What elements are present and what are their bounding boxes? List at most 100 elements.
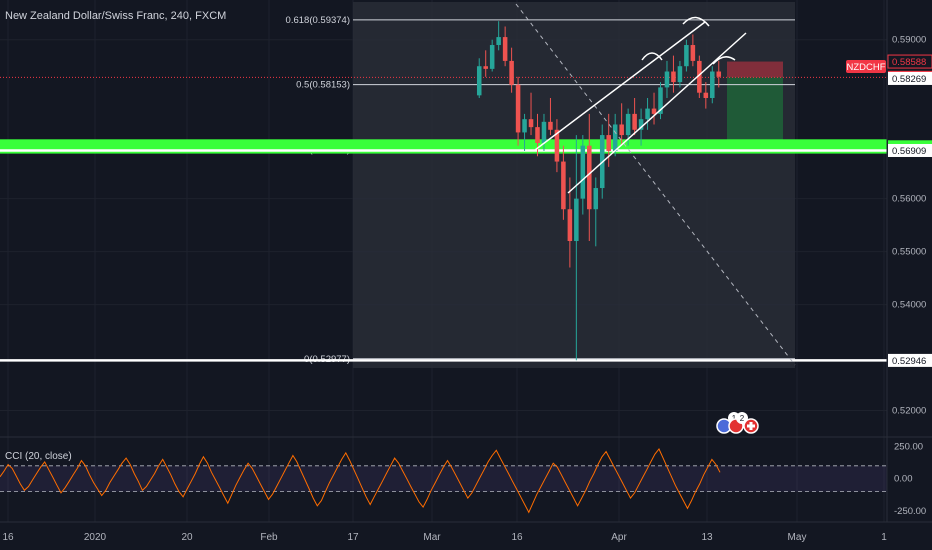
price-label-box	[888, 353, 932, 367]
fib-label: 0.5(0.58153)	[296, 80, 350, 91]
candle	[580, 135, 586, 215]
candle-body	[651, 108, 657, 114]
candle	[677, 60, 683, 88]
cci-tick-label: 250.00	[894, 441, 923, 452]
price-tick-label: 0.52000	[892, 406, 926, 417]
candle-body	[509, 60, 514, 85]
badge-2-text: 2	[740, 414, 745, 423]
candle-body	[716, 71, 722, 77]
candle	[483, 50, 488, 77]
fib-range-box	[353, 2, 795, 368]
time-tick-label: 16	[511, 532, 523, 543]
symbol-tag-text: NZDCHF	[846, 62, 885, 73]
time-tick-label: 20	[181, 532, 193, 543]
candle	[690, 34, 696, 67]
candle	[606, 113, 611, 167]
candlestick-series	[476, 21, 722, 361]
candle	[619, 103, 624, 146]
candle-body	[606, 135, 611, 151]
arc-head[interactable]	[682, 16, 710, 27]
candle	[593, 177, 599, 247]
badge-2	[736, 412, 748, 424]
candle	[515, 76, 521, 146]
time-tick-label: 2020	[84, 532, 107, 543]
candle-body	[522, 119, 527, 133]
candle-body	[710, 71, 715, 98]
candle-body	[574, 198, 579, 242]
candle-body	[703, 92, 709, 98]
channel-upper-line[interactable]	[534, 21, 706, 151]
candle-body	[528, 119, 534, 128]
cci-tick-label: 0.00	[894, 474, 913, 485]
price-tick-label: 0.56000	[892, 194, 926, 205]
candle-body	[502, 37, 508, 61]
time-tick-label: 16	[2, 532, 14, 543]
candle	[522, 113, 527, 151]
candle	[651, 92, 657, 125]
price-tick-label: 0.55000	[892, 247, 926, 258]
cci-axis[interactable]: 250.00 0.00 -250.00	[894, 441, 926, 517]
time-tick-label: 17	[347, 532, 359, 543]
swiss-cross-h	[747, 424, 755, 428]
time-axis[interactable]: 16 2020 20 Feb 17 Mar 16 Apr 13 May 1	[2, 532, 887, 543]
price-label-box	[887, 54, 932, 69]
arc-left-shoulder[interactable]	[641, 52, 663, 61]
candle-body	[612, 124, 618, 151]
candle	[716, 60, 722, 88]
event-markers[interactable]: 1 2	[716, 412, 759, 434]
fib-label: 0.618(0.59374)	[286, 15, 350, 26]
price-tick-label: 0.54000	[892, 300, 926, 311]
candle	[671, 55, 676, 93]
short-position-box[interactable]	[0, 61, 887, 147]
price-axis[interactable]: 0.59000 0.56000 0.55000 0.54000 0.52000 0.585…	[887, 35, 932, 417]
candle-body	[677, 66, 683, 83]
candle-body	[476, 66, 482, 96]
time-tick-label: Mar	[423, 532, 441, 543]
candle	[684, 39, 689, 72]
cci-label: CCI (20, close)	[5, 451, 72, 462]
candle-body	[515, 84, 521, 133]
candle	[535, 113, 540, 157]
candle-body	[697, 60, 702, 93]
candle-body	[664, 71, 670, 88]
candle	[561, 145, 566, 220]
candle	[554, 119, 560, 173]
candle	[574, 135, 579, 361]
price-label-box	[888, 143, 932, 157]
stop-loss-area[interactable]	[727, 61, 783, 78]
price-label: 0.52946	[888, 353, 932, 367]
candle	[489, 39, 495, 72]
take-profit-area[interactable]	[727, 77, 783, 147]
price-label: 0.56909	[888, 143, 932, 157]
candle	[587, 113, 592, 242]
cci-indicator-pane: CCI (20, close)	[0, 448, 887, 514]
candle	[697, 55, 702, 98]
price-label-text: 0.58588	[892, 57, 926, 68]
candle-body	[489, 45, 495, 69]
candle	[548, 97, 553, 136]
time-tick-label: 1	[881, 532, 887, 543]
candle	[664, 60, 670, 98]
arc-right-shoulder[interactable]	[712, 56, 736, 65]
candle	[710, 66, 715, 104]
cci-line	[0, 448, 721, 514]
candle	[528, 92, 534, 136]
candle	[476, 58, 482, 98]
candle-body	[658, 87, 663, 114]
chart-title: New Zealand Dollar/Swiss Franc, 240, FXC…	[5, 10, 226, 22]
candle-body	[645, 108, 650, 120]
candle	[612, 113, 618, 157]
candle-body	[632, 113, 637, 130]
candle-body	[548, 121, 553, 130]
symbol-tag-box	[846, 60, 886, 73]
trend-drawings[interactable]	[515, 3, 796, 366]
horizontal-lines[interactable]	[0, 149, 887, 362]
candle	[658, 82, 663, 120]
candle-body	[535, 127, 540, 144]
candle-body	[690, 45, 696, 61]
channel-lower-line[interactable]	[567, 32, 747, 194]
candle-body	[671, 71, 676, 83]
price-tick-label: 0.59000	[892, 35, 926, 46]
time-tick-label: 13	[701, 532, 713, 543]
